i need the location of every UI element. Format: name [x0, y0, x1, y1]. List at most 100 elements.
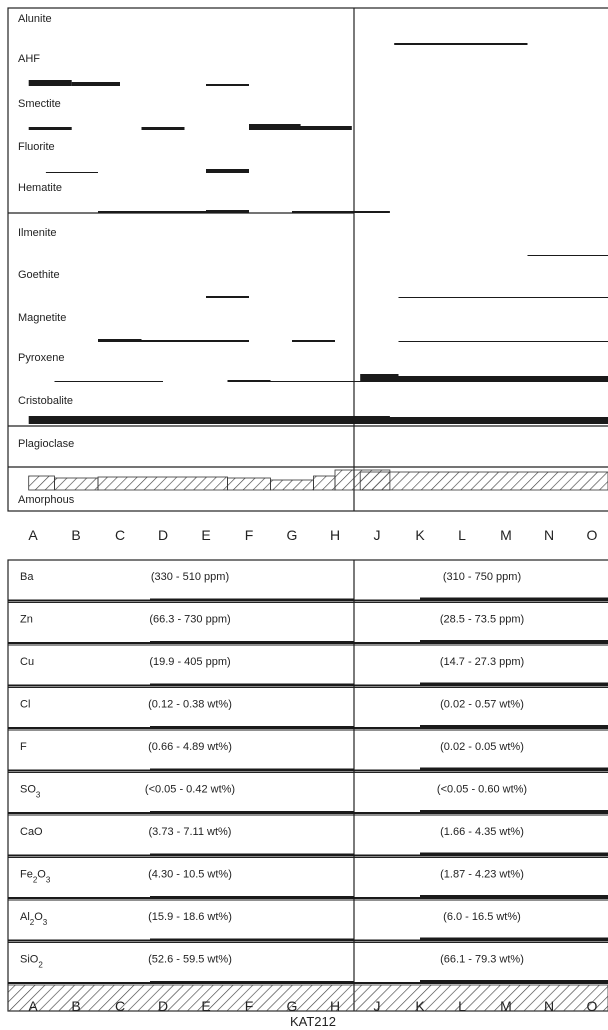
chem-bar-fe2o3-1 [150, 896, 354, 899]
sample-tick-bottom-N: N [544, 998, 554, 1014]
bar-magnetite-1 [206, 296, 249, 298]
bar-magnetite-0 [398, 297, 608, 298]
sample-tick-top-A: A [28, 527, 38, 543]
chem-bar-cu-2 [354, 684, 420, 687]
bar-amorphous-2 [97, 476, 228, 491]
element-label-ba: Ba [20, 571, 34, 583]
bar-plagioclase-1 [360, 417, 608, 424]
bar-alunite-0 [394, 43, 528, 45]
chem-bar-al2o3-0 [8, 939, 150, 942]
sample-tick-top-N: N [544, 527, 554, 543]
chem-bar-cu-0 [8, 684, 150, 687]
chem-bar-zn-2 [354, 642, 420, 644]
mineral-label-magnetite: Magnetite [18, 312, 66, 324]
bar-plagioclase-0 [28, 416, 390, 424]
chem-bar-f-3 [420, 767, 608, 772]
bar-amorphous-0 [28, 475, 55, 491]
bar-ahf-1 [71, 82, 120, 86]
bar-pyroxene-0 [98, 339, 142, 342]
sample-tick-top-F: F [245, 527, 254, 543]
element-label-sio2: SiO2 [20, 954, 43, 970]
bar-pyroxene-1 [141, 340, 249, 342]
bar-amorphous-1 [54, 477, 99, 491]
element-label-al2o3: Al2O3 [20, 911, 48, 927]
chem-bar-cl-0 [8, 727, 150, 729]
range-left-cu: (19.9 - 405 ppm) [149, 656, 230, 668]
sample-tick-top-D: D [158, 527, 168, 543]
range-left-so3: (<0.05 - 0.42 wt%) [145, 784, 235, 796]
sample-tick-top-K: K [415, 527, 425, 543]
range-right-f: (0.02 - 0.05 wt%) [440, 741, 524, 753]
chem-bar-f-2 [354, 769, 420, 772]
element-label-cao: CaO [20, 826, 43, 838]
mineral-label-alunite: Alunite [18, 13, 52, 25]
sample-tick-bottom-M: M [500, 998, 512, 1014]
bar-amorphous-4 [270, 479, 314, 491]
range-left-fe2o3: (4.30 - 10.5 wt%) [148, 869, 232, 881]
sample-tick-top-J: J [374, 527, 381, 543]
chem-bar-sio2-2 [354, 982, 420, 984]
bar-ahf-2 [206, 84, 249, 86]
chem-bar-al2o3-3 [420, 937, 608, 942]
range-right-so3: (<0.05 - 0.60 wt%) [437, 784, 527, 796]
chem-bar-sio2-1 [150, 981, 354, 984]
bar-smectite-3 [292, 126, 352, 130]
bar-smectite-2 [249, 124, 301, 130]
chem-bar-so3-0 [8, 812, 150, 814]
element-label-zn: Zn [20, 614, 33, 626]
range-left-cao: (3.73 - 7.11 wt%) [149, 826, 232, 838]
range-left-sio2: (52.6 - 59.5 wt%) [148, 954, 232, 966]
chem-bar-cao-2 [354, 854, 420, 857]
mineral-label-hematite: Hematite [18, 182, 62, 194]
chem-bar-zn-0 [8, 642, 150, 644]
mineral-label-goethite: Goethite [18, 269, 60, 281]
bar-amorphous-3 [227, 477, 271, 491]
chem-bar-so3-2 [354, 812, 420, 814]
chem-bar-ba-1 [150, 598, 354, 602]
sample-tick-top-M: M [500, 527, 512, 543]
mineral-label-cristobalite: Cristobalite [18, 395, 73, 407]
chem-bar-fe2o3-3 [420, 895, 608, 899]
chem-bar-f-1 [150, 768, 354, 772]
chem-bar-ba-3 [420, 597, 608, 602]
chem-bar-fe2o3-2 [354, 897, 420, 899]
bar-goethite-0 [527, 255, 608, 256]
sample-tick-top-B: B [71, 527, 80, 543]
chem-bar-so3-1 [150, 811, 354, 814]
bar-cristobalite-4 [398, 376, 608, 382]
chem-bar-cu-3 [420, 682, 608, 687]
chem-bar-cl-2 [354, 727, 420, 729]
bar-cristobalite-3 [360, 374, 399, 382]
mineral-label-pyroxene: Pyroxene [18, 352, 64, 364]
element-label-f: F [20, 741, 27, 753]
element-label-cu: Cu [20, 656, 34, 668]
bar-ahf-0 [28, 80, 72, 86]
bar-pyroxene-2 [292, 340, 335, 342]
range-right-sio2: (66.1 - 79.3 wt%) [440, 954, 524, 966]
x-axis-label: KAT212 [290, 1014, 336, 1029]
bar-cristobalite-1 [227, 380, 271, 382]
chem-bar-al2o3-1 [150, 938, 354, 942]
sample-tick-bottom-O: O [587, 998, 598, 1014]
bar-cristobalite-2 [270, 381, 390, 382]
range-right-cu: (14.7 - 27.3 ppm) [440, 656, 524, 668]
bar-smectite-1 [141, 127, 185, 130]
sample-tick-bottom-H: H [330, 998, 340, 1014]
element-label-fe2o3: Fe2O3 [20, 869, 51, 885]
bar-hematite-2 [292, 211, 390, 213]
chem-bar-sio2-0 [8, 982, 150, 984]
mineral-label-plagioclase: Plagioclase [18, 438, 74, 450]
bar-amorphous-7 [359, 471, 608, 491]
bar-amorphous-5 [313, 475, 336, 491]
amorphous-label-bg [14, 494, 90, 507]
range-right-zn: (28.5 - 73.5 ppm) [440, 614, 524, 626]
chem-bar-cu-1 [150, 683, 354, 687]
sample-tick-top-G: G [287, 527, 298, 543]
chem-bar-sio2-3 [420, 980, 608, 984]
chem-bar-f-0 [8, 769, 150, 772]
range-right-al2o3: (6.0 - 16.5 wt%) [443, 911, 521, 923]
sample-tick-bottom-E: E [201, 998, 210, 1014]
range-left-al2o3: (15.9 - 18.6 wt%) [148, 911, 232, 923]
chem-bar-so3-3 [420, 810, 608, 814]
